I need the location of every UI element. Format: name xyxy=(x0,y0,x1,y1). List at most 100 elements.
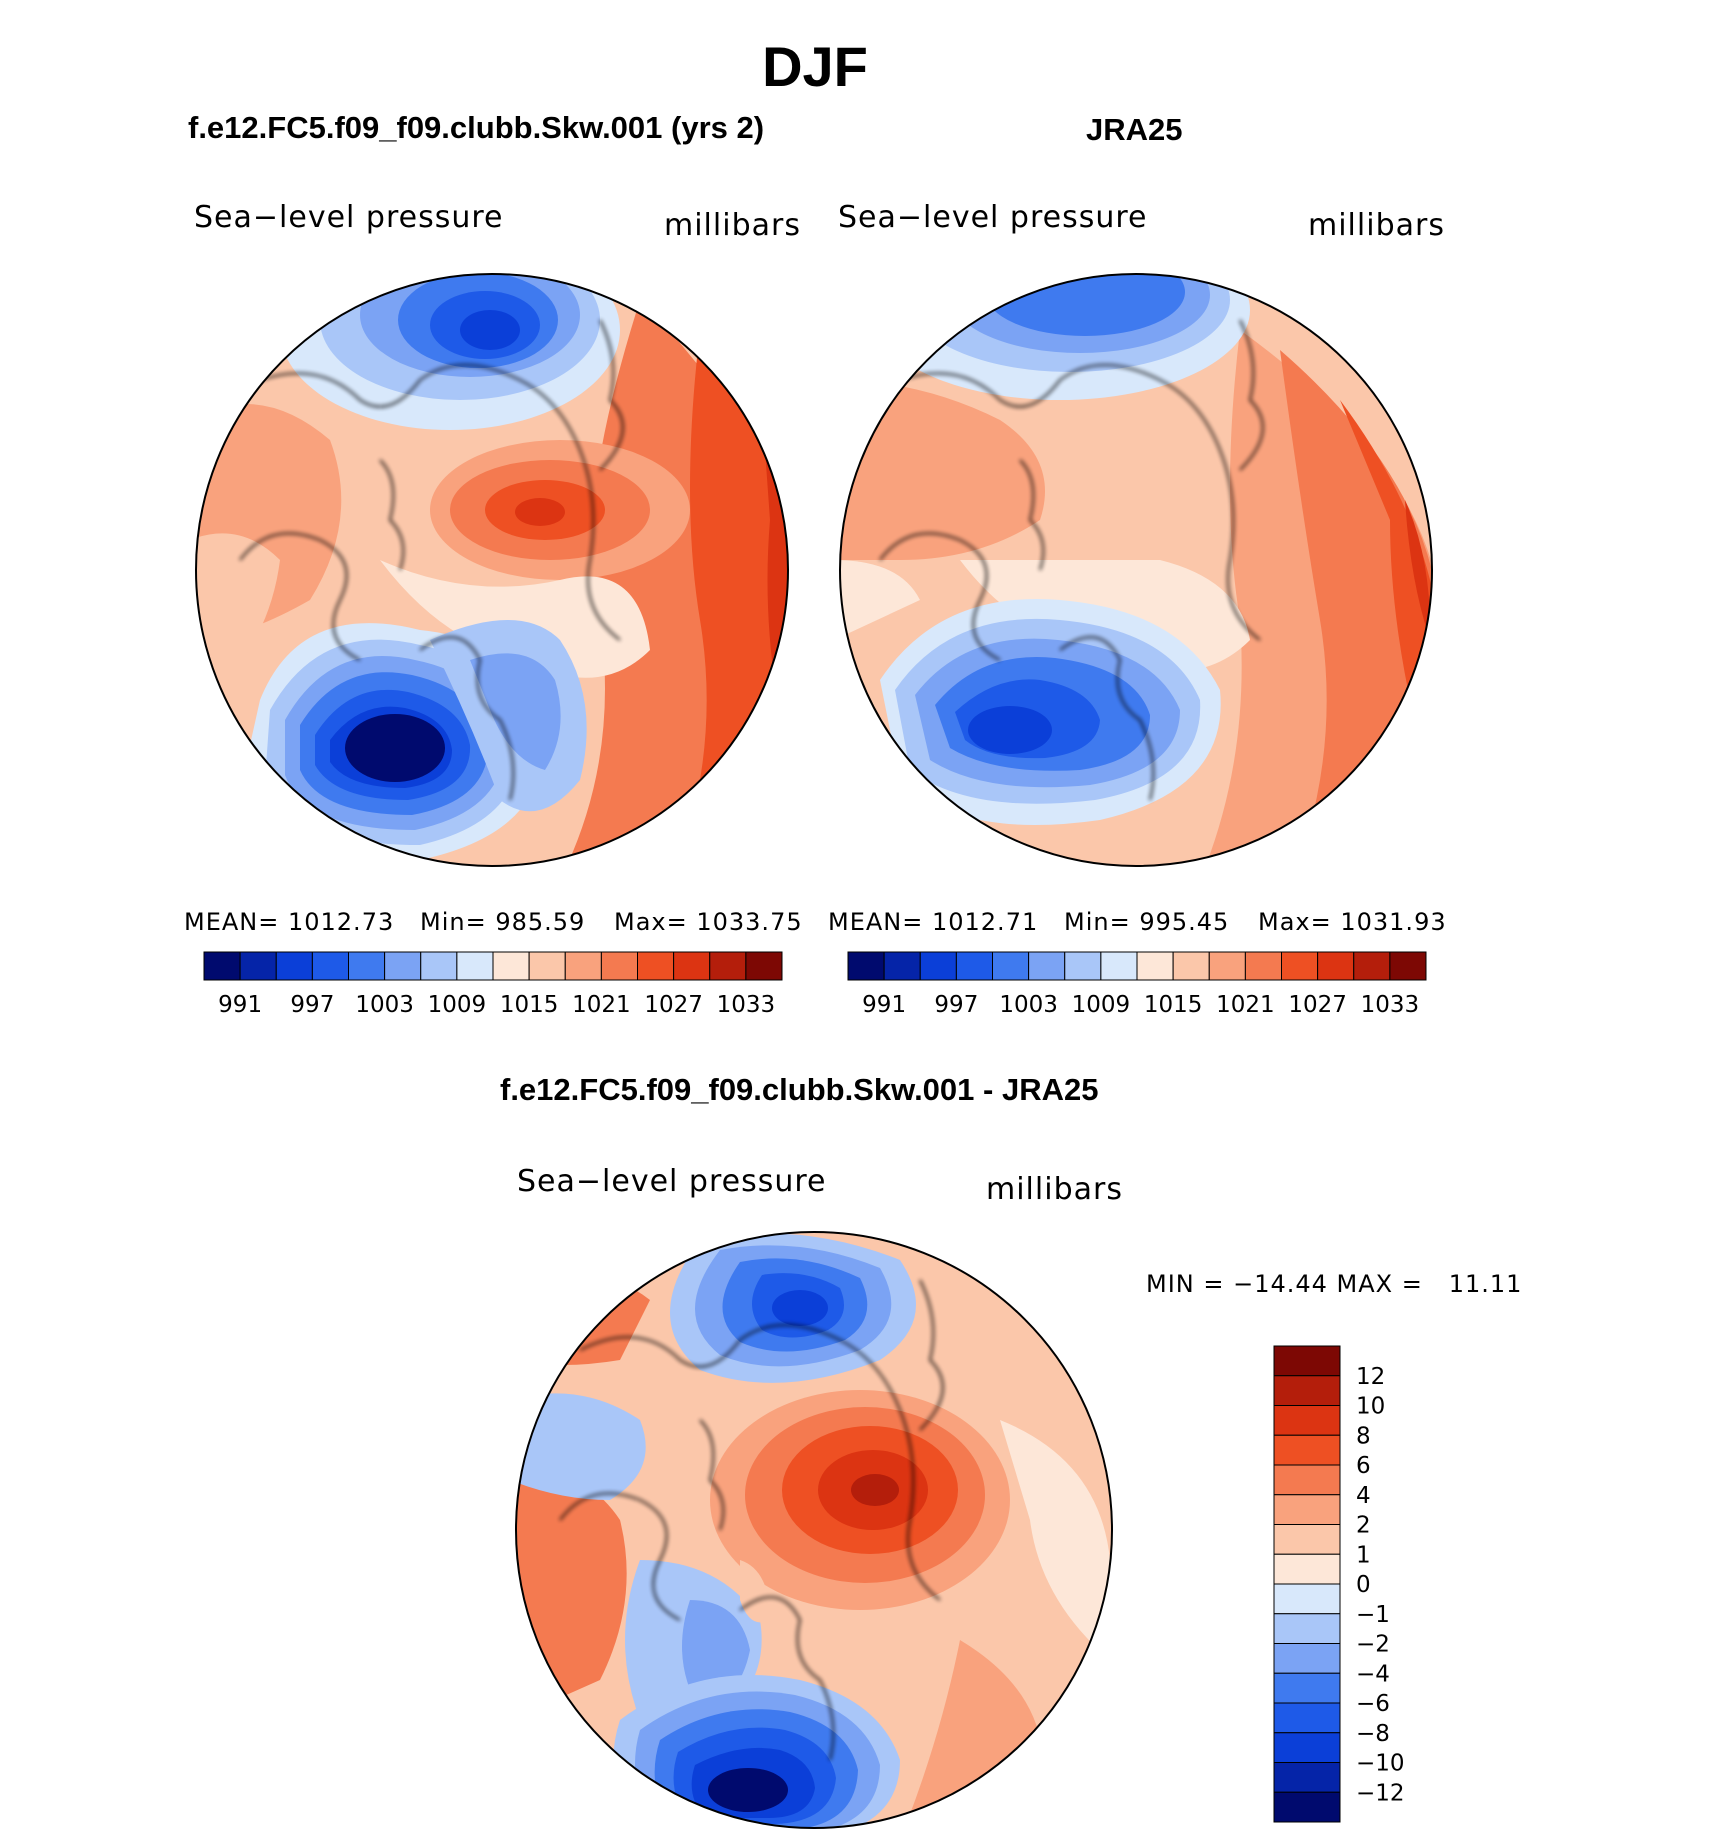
colorbar-tick-label: −2 xyxy=(1356,1632,1390,1658)
colorbar-tick-label: 1033 xyxy=(717,992,776,1018)
colorbar-tick-label: 997 xyxy=(934,992,978,1018)
colorbar-box-2 xyxy=(919,951,957,981)
panel1-units-label: millibars xyxy=(664,208,801,243)
colorbar-tick-label: −12 xyxy=(1356,1780,1405,1806)
panel3-colorbar xyxy=(1273,1345,1341,1823)
panel1-mean-stat: MEAN= 1012.73 xyxy=(184,908,395,936)
colorbar-tick-label: −8 xyxy=(1356,1721,1390,1747)
panel2-max-stat: Max= 1031.93 xyxy=(1258,908,1447,936)
colorbar-tick-label: 997 xyxy=(290,992,334,1018)
panel1-colorbar xyxy=(203,951,783,981)
panel3-minmax-stat: MIN = −14.44 MAX = 11.11 xyxy=(1146,1270,1523,1298)
colorbar-tick-label: 991 xyxy=(862,992,906,1018)
colorbar-box-5 xyxy=(1273,1494,1341,1525)
panel3-variable-label: Sea−level pressure xyxy=(517,1164,827,1199)
panel2-min-stat: Min= 995.45 xyxy=(1064,908,1230,936)
colorbar-box-4 xyxy=(992,951,1030,981)
colorbar-tick-label: 1027 xyxy=(1288,992,1347,1018)
panel1-title: f.e12.FC5.f09_f09.clubb.Skw.001 (yrs 2) xyxy=(188,110,765,145)
colorbar-box-0 xyxy=(847,951,885,981)
colorbar-box-0 xyxy=(203,951,241,981)
panel1-max-stat: Max= 1033.75 xyxy=(614,908,803,936)
colorbar-box-15 xyxy=(1273,1791,1341,1823)
colorbar-tick-label: 1021 xyxy=(572,992,631,1018)
panel3-title: f.e12.FC5.f09_f09.clubb.Skw.001 - JRA25 xyxy=(500,1072,1099,1107)
colorbar-box-3 xyxy=(955,951,993,981)
colorbar-box-15 xyxy=(745,951,783,981)
panel1-min-stat: Min= 985.59 xyxy=(420,908,586,936)
colorbar-box-9 xyxy=(1172,951,1210,981)
colorbar-tick-label: 0 xyxy=(1356,1572,1371,1598)
colorbar-box-14 xyxy=(709,951,747,981)
colorbar-tick-label: 1015 xyxy=(1144,992,1203,1018)
colorbar-tick-label: 1015 xyxy=(500,992,559,1018)
panel3-map-border xyxy=(515,1231,1113,1829)
colorbar-tick-label: 991 xyxy=(218,992,262,1018)
colorbar-tick-label: −1 xyxy=(1356,1602,1390,1628)
colorbar-box-10 xyxy=(564,951,602,981)
colorbar-box-13 xyxy=(1273,1732,1341,1763)
colorbar-box-11 xyxy=(1273,1672,1341,1704)
panel1-variable-label: Sea−level pressure xyxy=(194,200,504,235)
colorbar-tick-label: 1009 xyxy=(1072,992,1131,1018)
colorbar-box-10 xyxy=(1273,1643,1341,1674)
colorbar-box-12 xyxy=(637,951,675,981)
panel2-mean-stat: MEAN= 1012.71 xyxy=(828,908,1039,936)
colorbar-box-11 xyxy=(1244,951,1282,981)
colorbar-box-6 xyxy=(1273,1524,1341,1555)
panel2-colorbar xyxy=(847,951,1427,981)
colorbar-tick-label: 1009 xyxy=(428,992,487,1018)
panel3-units-label: millibars xyxy=(986,1172,1123,1207)
colorbar-box-7 xyxy=(1100,951,1138,981)
colorbar-box-13 xyxy=(1317,951,1355,981)
colorbar-tick-label: 12 xyxy=(1356,1364,1385,1390)
panel2-map-border xyxy=(839,273,1433,867)
colorbar-box-8 xyxy=(492,951,530,981)
colorbar-tick-label: 1003 xyxy=(999,992,1058,1018)
panel1-map-border xyxy=(195,273,789,867)
panel1-colorbar-labels: 991 997 1003 1009 1015 1021 1027 1033 xyxy=(218,992,775,1018)
colorbar-box-1 xyxy=(883,951,921,981)
colorbar-box-9 xyxy=(528,951,566,981)
colorbar-box-8 xyxy=(1136,951,1174,981)
colorbar-tick-label: 1 xyxy=(1356,1542,1371,1568)
colorbar-tick-label: −6 xyxy=(1356,1691,1390,1717)
colorbar-box-7 xyxy=(1273,1553,1341,1585)
colorbar-box-6 xyxy=(420,951,458,981)
colorbar-box-12 xyxy=(1281,951,1319,981)
colorbar-tick-label: 4 xyxy=(1356,1483,1371,1509)
colorbar-box-9 xyxy=(1273,1613,1341,1644)
colorbar-box-8 xyxy=(1273,1583,1341,1615)
colorbar-box-5 xyxy=(1028,951,1066,981)
panel2-units-label: millibars xyxy=(1308,208,1445,243)
panel2-map xyxy=(840,274,1432,866)
colorbar-box-0 xyxy=(1273,1345,1341,1377)
colorbar-box-14 xyxy=(1353,951,1391,981)
colorbar-box-3 xyxy=(311,951,349,981)
colorbar-box-5 xyxy=(384,951,422,981)
panel1-map xyxy=(196,274,788,866)
colorbar-tick-label: 8 xyxy=(1356,1423,1371,1449)
colorbar-box-6 xyxy=(1064,951,1102,981)
panel2-title: JRA25 xyxy=(1086,112,1183,147)
colorbar-tick-label: 1021 xyxy=(1216,992,1275,1018)
colorbar-box-13 xyxy=(673,951,711,981)
colorbar-tick-label: −4 xyxy=(1356,1661,1390,1687)
colorbar-box-3 xyxy=(1273,1434,1341,1466)
colorbar-box-2 xyxy=(275,951,313,981)
colorbar-box-14 xyxy=(1273,1762,1341,1793)
colorbar-box-12 xyxy=(1273,1702,1341,1734)
colorbar-box-15 xyxy=(1389,951,1427,981)
colorbar-tick-label: −10 xyxy=(1356,1751,1405,1777)
colorbar-box-4 xyxy=(1273,1464,1341,1496)
colorbar-tick-label: 1033 xyxy=(1361,992,1420,1018)
colorbar-tick-label: 2 xyxy=(1356,1513,1371,1539)
colorbar-box-2 xyxy=(1273,1405,1341,1436)
figure-title: DJF xyxy=(762,35,868,98)
colorbar-box-11 xyxy=(600,951,638,981)
panel2-colorbar-labels: 991 997 1003 1009 1015 1021 1027 1033 xyxy=(862,992,1419,1018)
colorbar-box-4 xyxy=(348,951,386,981)
colorbar-box-10 xyxy=(1208,951,1246,981)
